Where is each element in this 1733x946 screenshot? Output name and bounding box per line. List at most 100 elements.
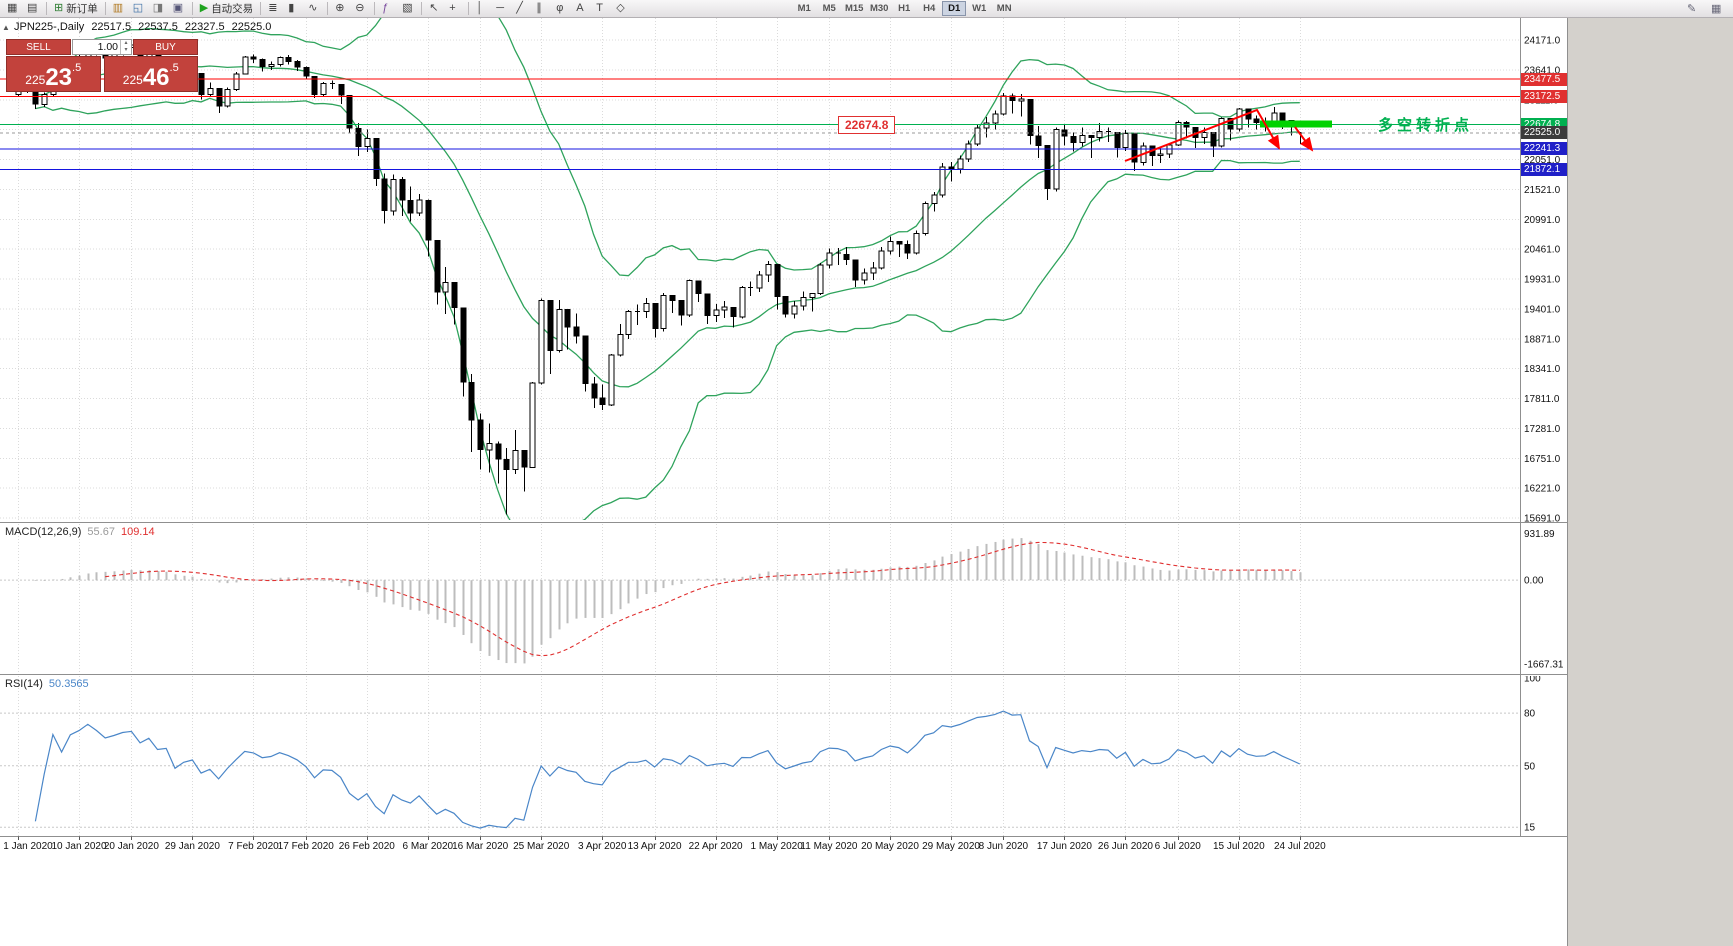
sell-button[interactable]: SELL <box>6 39 71 55</box>
shapes-tool-button[interactable]: ◇ <box>612 1 632 17</box>
zoom-in-button[interactable]: ⊕ <box>331 1 351 17</box>
line-chart-button[interactable]: ∿ <box>304 1 324 17</box>
vertical-line-tool-button[interactable]: │ <box>472 1 492 17</box>
autotrading-icon: ▶ <box>199 2 209 14</box>
toolbar-separator <box>260 2 262 15</box>
candlestick-chart-button[interactable]: ▮ <box>284 1 304 17</box>
ohlc-close: 22525.0 <box>231 21 272 33</box>
navigator-icon: ◨ <box>152 2 164 14</box>
timeframe-m15-button[interactable]: M15 <box>842 1 866 16</box>
timeframe-h1-button[interactable]: H1 <box>892 1 916 16</box>
edit-pencil-button[interactable]: ✎ <box>1683 1 1703 17</box>
main-toolbar: ▦ ▤ ⊞ 新订单 ▥ ◱ ◨ ▣ ▶ 自动交易 ≣ ▮ ∿ ⊕ ⊖ ƒ ▧ ↖ + │ ─ ╱ ∥ φ A T ◇ M1 M5 M15… <box>0 0 1733 18</box>
ohlc-open: 22517.5 <box>91 21 132 33</box>
crosshair-button[interactable]: + <box>445 1 465 17</box>
edit-pencil-icon: ✎ <box>1687 2 1697 15</box>
market-watch-icon: ▥ <box>112 2 124 14</box>
rsi-panel-label: RSI(14) 50.3565 <box>5 678 95 690</box>
channel-tool-icon: ∥ <box>536 2 542 14</box>
buy-price-big-digits: 46 <box>142 63 170 91</box>
text-tool-icon: A <box>576 2 584 14</box>
label-tool-button[interactable]: T <box>592 1 612 17</box>
new-order-icon: ⊞ <box>54 2 64 14</box>
templates-button[interactable]: ▧ <box>398 1 418 17</box>
toolbar-separator <box>46 2 47 15</box>
market-watch-button[interactable]: ▥ <box>109 1 129 17</box>
chart-ohlc-header: JPN225-,Daily 22517.5 22537.5 22327.5 22525.… <box>14 21 278 33</box>
window-layout-icon: ▦ <box>1711 2 1722 15</box>
zoom-out-button[interactable]: ⊖ <box>351 1 371 17</box>
timeframe-mn-button[interactable]: MN <box>992 1 1016 16</box>
indicators-icon: ƒ <box>382 2 389 14</box>
timeframe-m30-button[interactable]: M30 <box>867 1 891 16</box>
sell-price-big-digits: 23 <box>45 63 73 91</box>
bar-chart-icon: ≣ <box>268 2 278 14</box>
toolbar-separator <box>191 2 193 15</box>
sell-price-button[interactable]: 225 23.5 <box>6 56 101 92</box>
toolbar-separator <box>104 2 106 15</box>
toolbar-right-icons: ✎ ▦ <box>1683 1 1727 17</box>
price-level-label[interactable]: 22674.8 <box>838 116 896 134</box>
text-tool-button[interactable]: A <box>572 1 592 17</box>
line-chart-icon: ∿ <box>308 2 318 14</box>
new-order-label: 新订单 <box>66 3 98 15</box>
fibonacci-tool-button[interactable]: φ <box>552 1 572 17</box>
trendline-tool-icon: ╱ <box>516 2 523 14</box>
buy-price-fraction: .5 <box>169 62 179 74</box>
ohlc-low: 22327.5 <box>184 21 225 33</box>
channel-tool-button[interactable]: ∥ <box>532 1 552 17</box>
window-layout-button[interactable]: ▦ <box>1707 1 1727 17</box>
bar-chart-button[interactable]: ≣ <box>264 1 284 17</box>
horizontal-line-tool-button[interactable]: ─ <box>492 1 512 17</box>
timeframe-h4-button[interactable]: H4 <box>917 1 941 16</box>
new-chart-button[interactable]: ▦ <box>3 1 23 17</box>
profiles-button[interactable]: ▤ <box>23 1 43 17</box>
profiles-icon: ▤ <box>27 2 38 14</box>
new-order-button[interactable]: ⊞ 新订单 <box>50 1 102 17</box>
autotrading-button[interactable]: ▶ 自动交易 <box>196 1 257 17</box>
lot-size-value: 1.00 <box>97 41 118 53</box>
timeframe-m1-button[interactable]: M1 <box>792 1 816 16</box>
turning-point-annotation[interactable]: 多空转折点 <box>1378 117 1474 134</box>
sell-price-fraction: .5 <box>72 62 82 74</box>
lot-increase-button[interactable]: ▴ <box>124 40 128 46</box>
lot-decrease-button[interactable]: ▾ <box>124 47 128 53</box>
cursor-button[interactable]: ↖ <box>425 1 445 17</box>
data-window-icon: ◱ <box>132 2 144 14</box>
toolbar-separator <box>421 2 423 15</box>
buy-price-prefix: 225 <box>122 73 143 87</box>
macd-name: MACD(12,26,9) <box>5 526 82 538</box>
indicators-button[interactable]: ƒ <box>378 1 398 17</box>
horizontal-line-tool-icon: ─ <box>496 2 504 14</box>
zoom-in-icon: ⊕ <box>335 2 345 14</box>
fibonacci-tool-icon: φ <box>556 2 564 14</box>
data-window-button[interactable]: ◱ <box>129 1 149 17</box>
crosshair-icon: + <box>449 2 456 14</box>
one-click-panel-toggle-icon[interactable]: ▲ <box>2 23 10 32</box>
new-chart-icon: ▦ <box>7 2 18 14</box>
templates-icon: ▧ <box>402 2 413 14</box>
lot-spinner: ▴ ▾ <box>120 40 131 54</box>
buy-button[interactable]: BUY <box>133 39 198 55</box>
zoom-out-icon: ⊖ <box>355 2 365 14</box>
shapes-tool-icon: ◇ <box>616 2 625 14</box>
toolbar-separator <box>468 2 470 15</box>
toolbar-separator <box>374 2 376 15</box>
buy-price-button[interactable]: 225 46.5 <box>103 56 198 92</box>
price-tag-23477.5: 23477.5 <box>1521 72 1567 86</box>
terminal-button[interactable]: ▣ <box>169 1 189 17</box>
price-tag-22525.0: 22525.0 <box>1521 126 1567 140</box>
timeframe-w1-button[interactable]: W1 <box>967 1 991 16</box>
timeframe-m5-button[interactable]: M5 <box>817 1 841 16</box>
macd-panel-label: MACD(12,26,9) 55.67 109.14 <box>5 526 161 538</box>
sell-price-prefix: 225 <box>25 73 46 87</box>
trendline-tool-button[interactable]: ╱ <box>512 1 532 17</box>
chart-window <box>0 18 1568 946</box>
rsi-name: RSI(14) <box>5 678 43 690</box>
label-tool-icon: T <box>596 2 603 14</box>
macd-signal-value: 109.14 <box>120 526 155 538</box>
timeframe-d1-button[interactable]: D1 <box>942 1 967 16</box>
price-tag-23172.5: 23172.5 <box>1521 89 1567 103</box>
lot-size-field[interactable]: 1.00 ▴ ▾ <box>72 39 132 55</box>
navigator-button[interactable]: ◨ <box>149 1 169 17</box>
